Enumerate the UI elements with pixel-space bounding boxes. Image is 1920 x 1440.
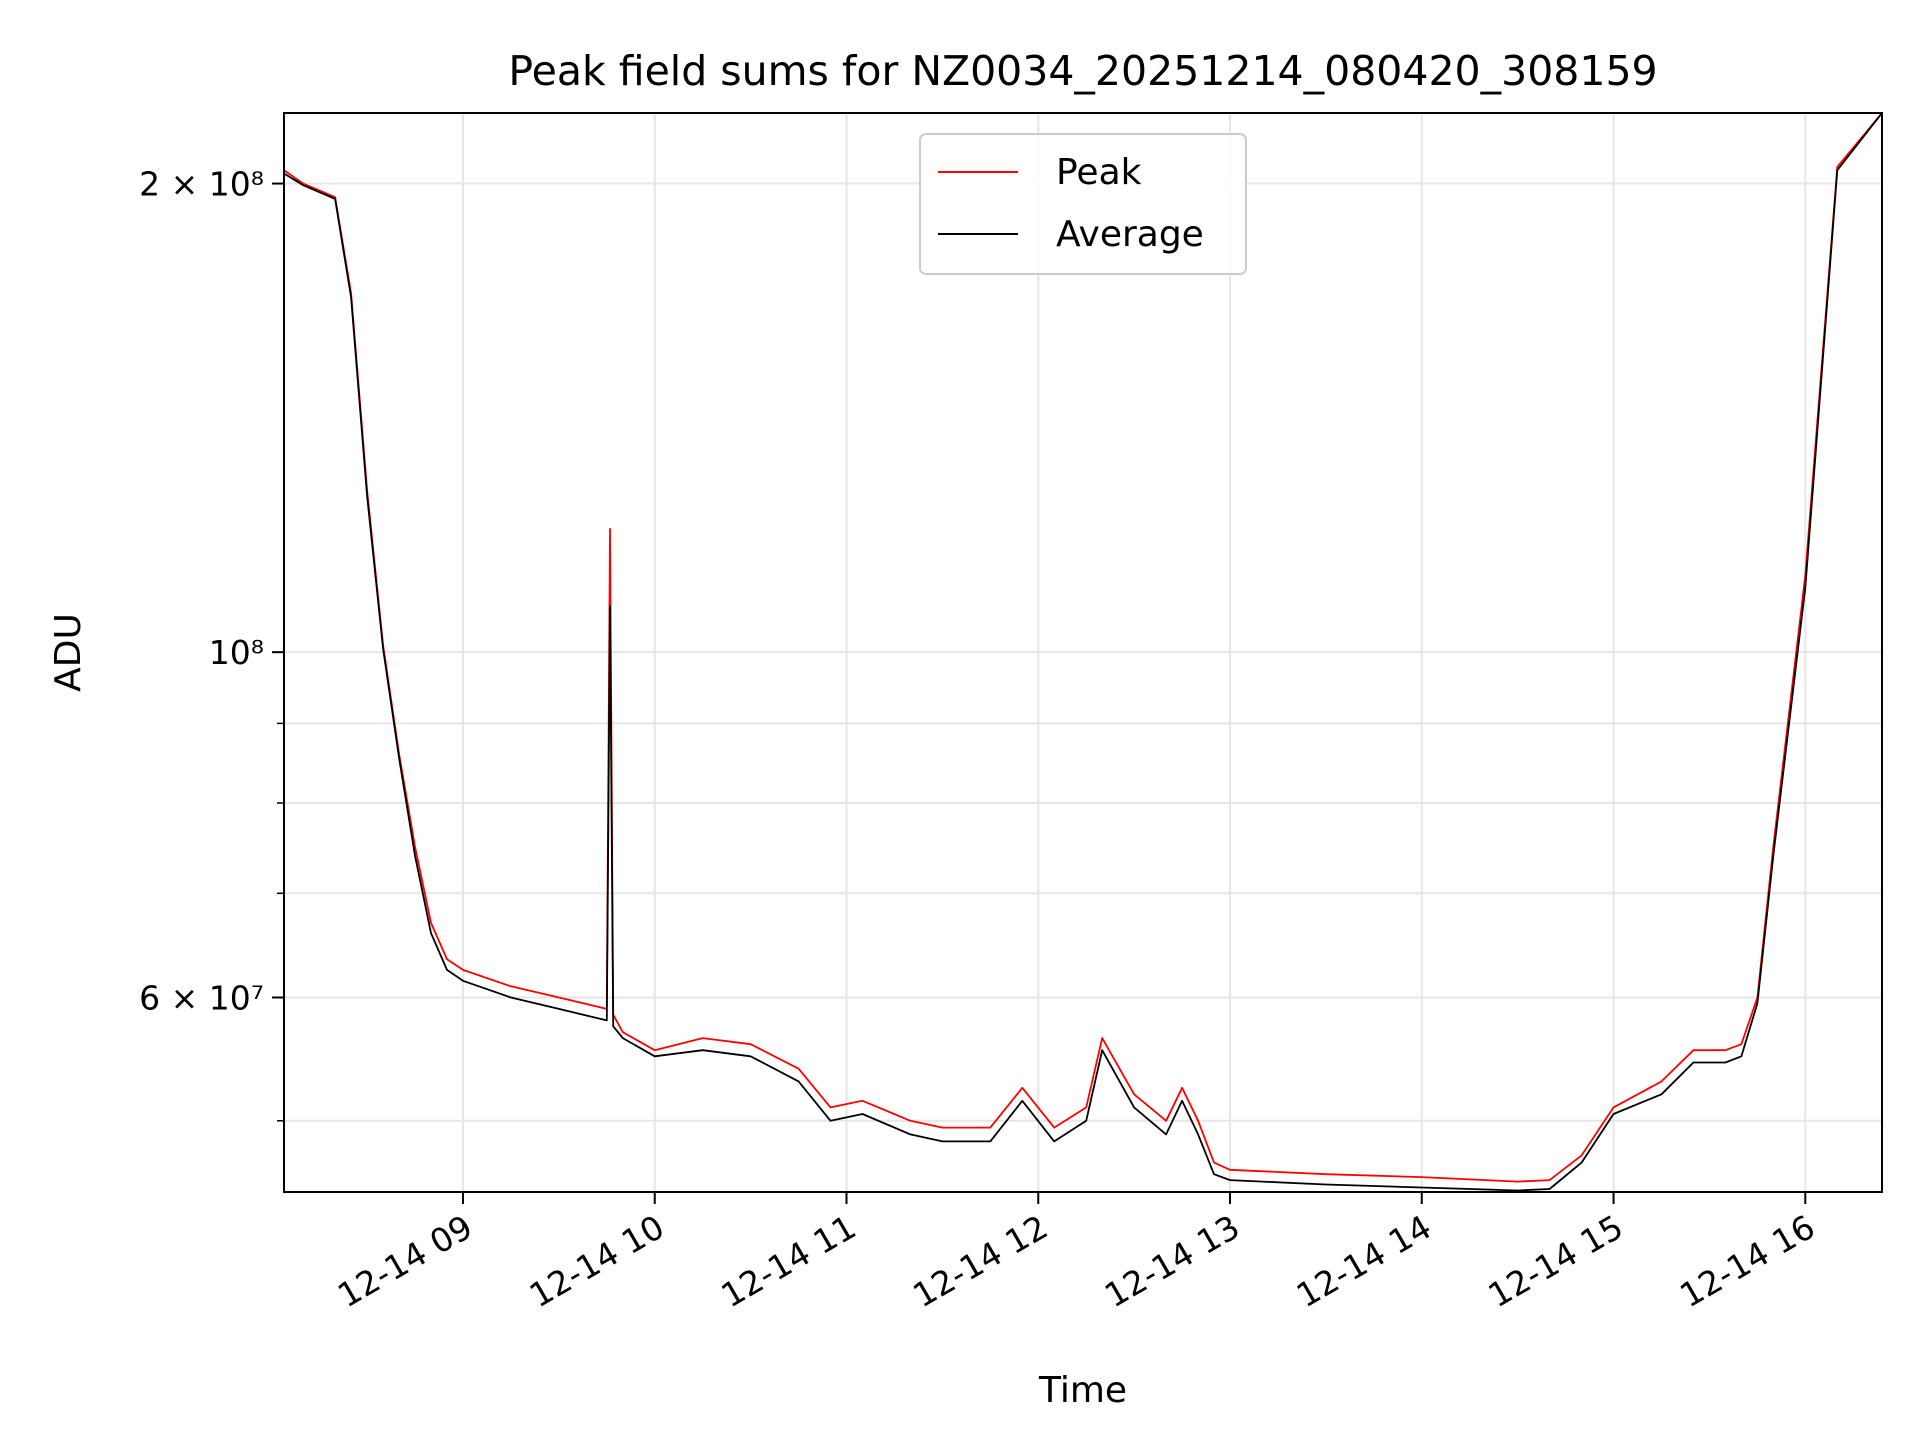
legend-box (919, 133, 1247, 275)
y-axis-title: ADU (48, 613, 89, 692)
series-line-average (283, 112, 1883, 1192)
y-tick-label: 10⁸ (209, 633, 264, 672)
legend: Peak Average (919, 133, 1247, 275)
y-tick-label: 6 × 10⁷ (139, 979, 264, 1018)
chart-title: Peak field sums for NZ0034_20251214_0804… (508, 47, 1657, 95)
x-axis-title: Time (1038, 1370, 1127, 1411)
series-line-peak (283, 112, 1883, 1183)
legend-label-average: Average (1056, 214, 1204, 255)
y-tick-label: 2 × 10⁸ (139, 165, 264, 204)
series-lines (283, 112, 1883, 1192)
legend-label-peak: Peak (1056, 152, 1142, 193)
y-axis: 2 × 10⁸ 10⁸ 6 × 10⁷ (139, 165, 284, 1122)
grid (284, 113, 1882, 1192)
